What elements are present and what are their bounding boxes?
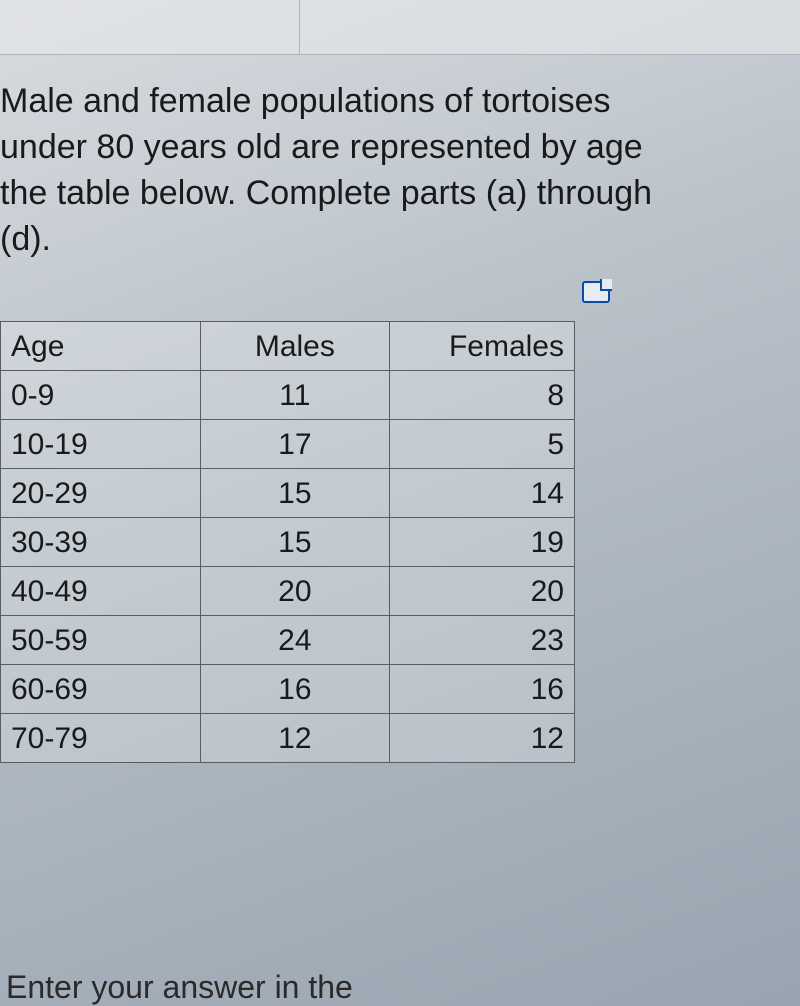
cell-age: 70-79 — [1, 713, 201, 762]
table-row: 70-79 12 12 — [1, 713, 575, 762]
problem-line: under 80 years old are represented by ag… — [0, 125, 800, 171]
top-toolbar — [0, 0, 800, 55]
table-row: 10-19 17 5 — [1, 419, 575, 468]
frame-icon[interactable] — [582, 281, 610, 303]
cell-females: 8 — [390, 370, 575, 419]
cell-females: 12 — [390, 713, 575, 762]
table-row: 50-59 24 23 — [1, 615, 575, 664]
col-header-age: Age — [1, 321, 201, 370]
answer-prompt: Enter your answer in the — [0, 963, 353, 1006]
cell-age: 40-49 — [1, 566, 201, 615]
problem-statement: Male and female populations of tortoises… — [0, 55, 800, 273]
cell-females: 23 — [390, 615, 575, 664]
problem-line: (d). — [0, 217, 800, 263]
cell-age: 0-9 — [1, 370, 201, 419]
cell-age: 30-39 — [1, 517, 201, 566]
cell-females: 14 — [390, 468, 575, 517]
cell-males: 15 — [200, 468, 390, 517]
cell-males: 12 — [200, 713, 390, 762]
table-row: 30-39 15 19 — [1, 517, 575, 566]
table-row: 60-69 16 16 — [1, 664, 575, 713]
population-table: Age Males Females 0-9 11 8 10-19 17 5 20… — [0, 321, 575, 763]
problem-line: the table below. Complete parts (a) thro… — [0, 171, 800, 217]
cell-age: 20-29 — [1, 468, 201, 517]
cell-males: 16 — [200, 664, 390, 713]
table-container: Age Males Females 0-9 11 8 10-19 17 5 20… — [0, 321, 800, 763]
toolbar-segment — [0, 0, 300, 54]
cell-age: 60-69 — [1, 664, 201, 713]
table-header-row: Age Males Females — [1, 321, 575, 370]
cell-females: 16 — [390, 664, 575, 713]
col-header-females: Females — [390, 321, 575, 370]
cell-males: 15 — [200, 517, 390, 566]
cell-age: 10-19 — [1, 419, 201, 468]
cell-males: 11 — [200, 370, 390, 419]
table-row: 40-49 20 20 — [1, 566, 575, 615]
problem-line: Male and female populations of tortoises — [0, 79, 800, 125]
cell-females: 19 — [390, 517, 575, 566]
cell-females: 5 — [390, 419, 575, 468]
cell-males: 17 — [200, 419, 390, 468]
table-body: 0-9 11 8 10-19 17 5 20-29 15 14 30-39 15… — [1, 370, 575, 762]
cell-females: 20 — [390, 566, 575, 615]
table-row: 0-9 11 8 — [1, 370, 575, 419]
cell-age: 50-59 — [1, 615, 201, 664]
cell-males: 24 — [200, 615, 390, 664]
col-header-males: Males — [200, 321, 390, 370]
table-row: 20-29 15 14 — [1, 468, 575, 517]
cell-males: 20 — [200, 566, 390, 615]
